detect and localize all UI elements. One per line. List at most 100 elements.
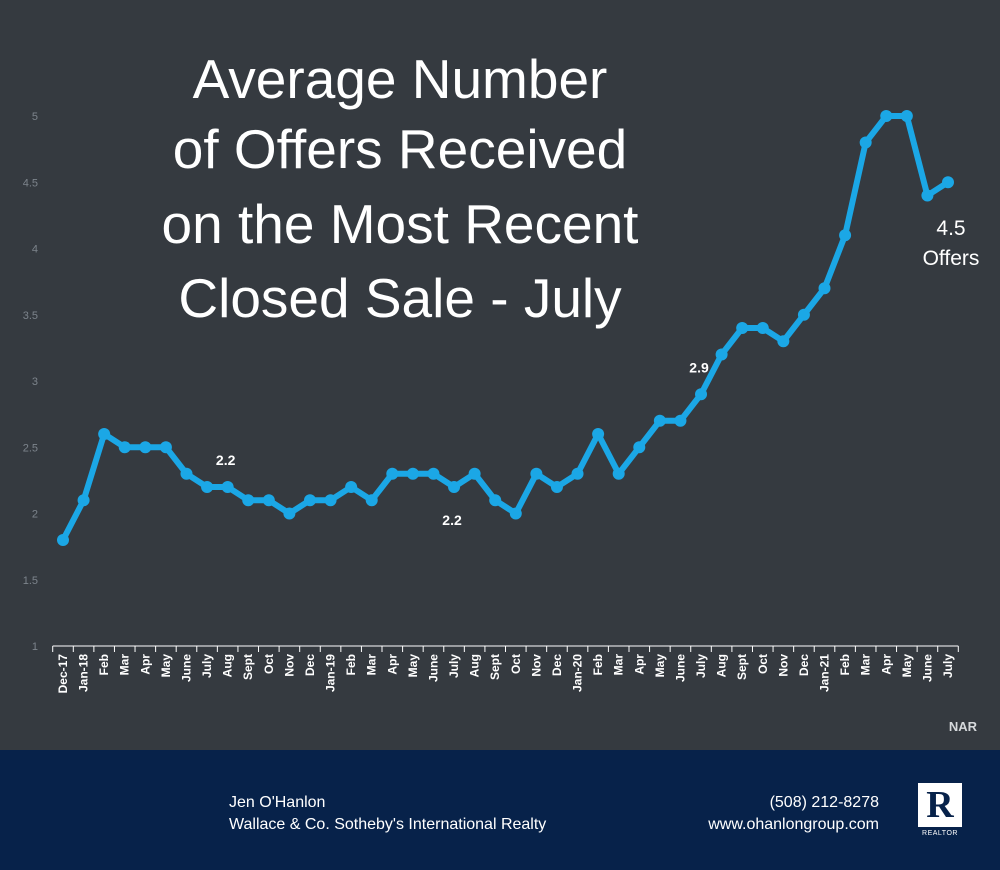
y-axis-ticks: 1 1.5 2 2.5 3 3.5 4 4.5 5	[23, 111, 38, 653]
y-tick-label: 2	[32, 509, 38, 521]
data-annotations: 2.2 2.2 2.9	[216, 359, 709, 528]
data-point	[98, 428, 111, 440]
x-tick-label: Apr	[879, 654, 893, 675]
data-point	[695, 388, 708, 401]
x-tick-label: Jan-20	[571, 654, 585, 692]
data-point	[592, 428, 605, 440]
data-point	[406, 467, 419, 480]
data-point	[880, 110, 893, 122]
x-tick-label: Aug	[468, 654, 482, 677]
data-point	[201, 481, 214, 493]
y-tick-label: 4	[32, 244, 38, 256]
data-point	[221, 481, 234, 493]
y-tick-label: 3	[32, 376, 38, 388]
x-tick-label: June	[179, 654, 193, 682]
contact-info: (508) 212-8278 www.ohanlongroup.com	[708, 792, 879, 836]
x-tick-label: May	[900, 654, 914, 678]
data-point	[921, 189, 934, 202]
x-tick-label: Feb	[97, 654, 111, 675]
x-tick-label: July	[694, 654, 708, 678]
x-tick-label: Sept	[241, 654, 255, 680]
data-point	[242, 494, 255, 507]
data-point	[448, 481, 461, 493]
chart-title-line: Closed Sale - July	[178, 267, 622, 329]
realtor-logo-icon: R	[918, 783, 962, 827]
data-point	[942, 176, 954, 189]
realtor-logo-text: REALTOR	[922, 830, 958, 837]
data-point	[612, 467, 625, 480]
data-label: 2.9	[689, 359, 709, 375]
x-tick-label: Mar	[365, 654, 379, 676]
x-tick-label: Nov	[282, 654, 296, 677]
data-point	[386, 467, 399, 480]
agency-name: Wallace & Co. Sotheby's International Re…	[229, 816, 547, 833]
x-tick-label: Nov	[776, 654, 790, 677]
series-points	[57, 110, 954, 546]
data-point	[77, 494, 90, 507]
data-point	[262, 494, 275, 507]
x-tick-label: July	[200, 654, 214, 678]
data-point	[530, 467, 543, 480]
data-label: 2.2	[442, 512, 462, 528]
x-tick-label: Oct	[509, 654, 523, 674]
x-tick-label: Apr	[138, 654, 152, 675]
chart-title-line: on the Most Recent	[162, 193, 639, 255]
x-tick-label: June	[426, 654, 440, 682]
x-tick-label: Dec	[550, 654, 564, 676]
phone-number: (508) 212-8278	[769, 794, 879, 811]
x-tick-label: May	[406, 654, 420, 678]
website-link[interactable]: www.ohanlongroup.com	[708, 816, 879, 833]
data-point	[468, 467, 481, 480]
x-tick-label: Oct	[756, 654, 770, 674]
data-point	[674, 414, 687, 427]
agent-name: Jen O'Hanlon	[229, 794, 326, 811]
x-tick-label: Jan-19	[324, 654, 338, 692]
y-tick-label: 5	[32, 111, 38, 123]
end-value-label: 4.5 Offers	[923, 217, 980, 270]
y-tick-label: 2.5	[23, 442, 38, 454]
data-point	[839, 229, 852, 242]
x-tick-label: Feb	[344, 654, 358, 675]
x-tick-label: Apr	[632, 654, 646, 675]
x-tick-label: May	[653, 654, 667, 678]
data-point	[57, 534, 69, 546]
y-tick-label: 3.5	[23, 310, 38, 322]
chart-title: Average Number of Offers Received on the M…	[162, 48, 639, 329]
data-point	[324, 494, 337, 507]
x-axis-ticks: Dec-17 Jan-18 Feb Mar Apr May June July Aug Sept O…	[56, 654, 955, 694]
data-point	[736, 322, 749, 334]
x-tick-label: Apr	[385, 654, 399, 675]
x-tick-label: Jan-21	[818, 654, 832, 692]
x-tick-label: Aug	[715, 654, 729, 677]
x-tick-label: Sept	[735, 654, 749, 680]
x-tick-label: Oct	[262, 654, 276, 674]
x-tick-label: Feb	[591, 654, 605, 675]
data-point	[653, 414, 666, 427]
x-tick-label: Jan-18	[77, 654, 91, 692]
x-tick-label: Nov	[529, 654, 543, 677]
x-tick-label: June	[673, 654, 687, 682]
x-tick-label: June	[920, 654, 934, 682]
x-axis-tick-marks	[52, 646, 959, 652]
source-label: NAR	[949, 719, 978, 734]
data-point	[715, 348, 728, 361]
data-point	[118, 441, 131, 454]
data-point	[756, 322, 769, 334]
x-tick-label: July	[941, 654, 955, 678]
x-tick-label: Mar	[859, 654, 873, 676]
realtor-logo: R REALTOR	[914, 783, 966, 841]
data-point	[550, 481, 563, 493]
x-tick-label: Dec	[797, 654, 811, 676]
data-point	[633, 441, 646, 454]
data-point	[283, 507, 296, 520]
data-point	[571, 467, 584, 480]
data-point	[303, 494, 316, 507]
footer-bar: Jen O'Hanlon Wallace & Co. Sotheby's Int…	[0, 750, 1000, 870]
y-tick-label: 1	[32, 641, 38, 653]
data-point	[818, 282, 831, 295]
data-point	[489, 494, 502, 507]
end-label-line: Offers	[923, 247, 980, 270]
x-tick-label: Mar	[612, 654, 626, 676]
x-tick-label: July	[447, 654, 461, 678]
chart-title-line: Average Number	[193, 48, 608, 110]
